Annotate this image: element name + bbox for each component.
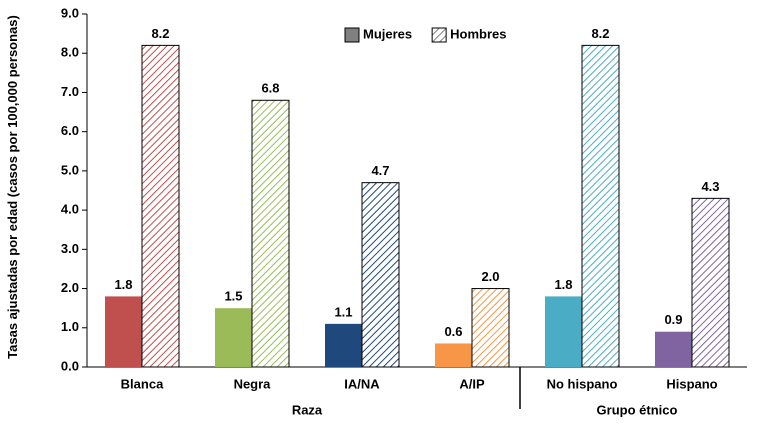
bar (581, 44, 620, 368)
bar (141, 44, 180, 368)
y-tick-label: 5.0 (61, 162, 79, 177)
bar (545, 296, 582, 367)
value-label: 4.7 (371, 163, 389, 178)
legend-label: Hombres (450, 26, 506, 41)
bar (435, 343, 472, 367)
x-tick-label: No hispano (547, 376, 618, 391)
value-label: 6.8 (261, 81, 279, 96)
x-tick-label: Hispano (666, 376, 717, 391)
legend-label: Mujeres (363, 26, 412, 41)
y-axis-label: Tasas ajustadas por edad (casos por 100,… (5, 15, 20, 359)
value-label: 8.2 (591, 26, 609, 41)
y-tick-label: 1.0 (61, 319, 79, 334)
value-label: 0.9 (664, 312, 682, 327)
value-label: 1.1 (334, 304, 352, 319)
x-tick-label: IA/NA (344, 376, 380, 391)
value-label: 1.8 (114, 277, 132, 292)
y-tick-label: 9.0 (61, 5, 79, 20)
group-label: Raza (292, 402, 323, 417)
group-label: Grupo étnico (597, 402, 678, 417)
value-label: 1.8 (554, 277, 572, 292)
value-label: 0.6 (444, 324, 462, 339)
value-label: 1.5 (224, 289, 242, 304)
y-tick-label: 3.0 (61, 241, 79, 256)
y-tick-label: 7.0 (61, 84, 79, 99)
y-tick-label: 4.0 (61, 202, 79, 217)
y-tick-label: 2.0 (61, 280, 79, 295)
bar (655, 331, 692, 367)
y-tick-label: 8.0 (61, 45, 79, 60)
bar (251, 99, 290, 368)
x-tick-label: Blanca (121, 376, 164, 391)
bar (691, 197, 730, 368)
bar (361, 182, 400, 368)
value-label: 2.0 (481, 269, 499, 284)
bar (215, 308, 252, 367)
bar (105, 296, 142, 367)
bar (471, 288, 510, 368)
legend-swatch (344, 27, 360, 43)
legend-swatch (431, 27, 447, 43)
y-tick-label: 0.0 (61, 358, 79, 373)
x-tick-label: A/IP (459, 376, 485, 391)
bar (325, 323, 362, 367)
y-tick-label: 6.0 (61, 123, 79, 138)
value-label: 8.2 (151, 26, 169, 41)
value-label: 4.3 (701, 179, 719, 194)
x-tick-label: Negra (234, 376, 272, 391)
